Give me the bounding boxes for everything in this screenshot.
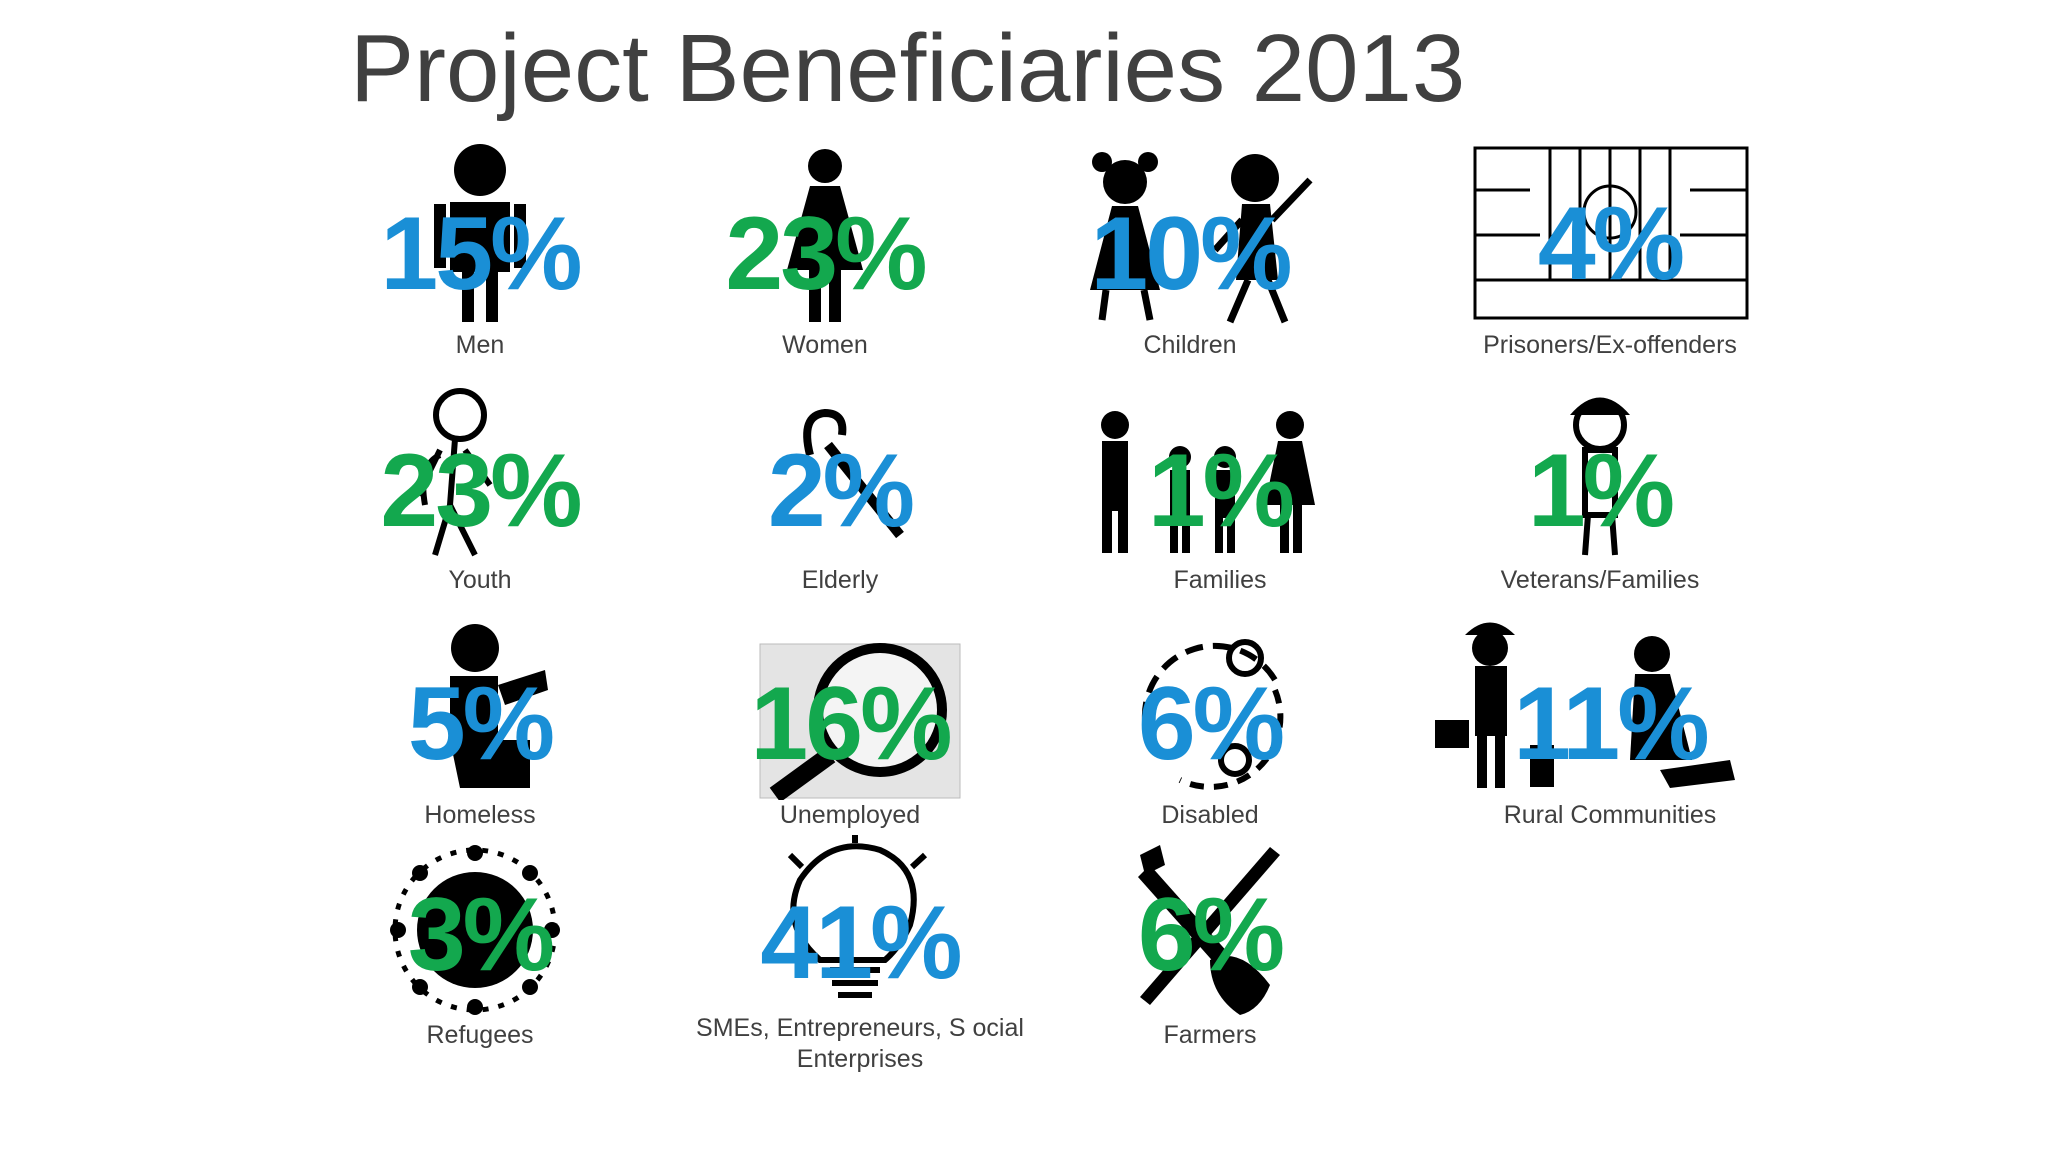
- percent-value: 23%: [380, 433, 582, 549]
- percent-value: 6%: [1137, 877, 1285, 993]
- tile-men: 15% Men: [300, 140, 660, 365]
- percent-value: 11%: [1513, 666, 1709, 782]
- category-label: Unemployed: [779, 801, 921, 829]
- shovel-icon: [1138, 845, 1280, 1015]
- percent-value: 2%: [767, 433, 915, 549]
- percent-value: 41%: [760, 885, 962, 1001]
- children-icon: [1090, 152, 1313, 324]
- percent-value: 15%: [380, 196, 582, 312]
- rural-icon: [1435, 622, 1735, 788]
- percent-value: 4%: [1537, 186, 1685, 302]
- category-label: Prisoners/Ex-offenders: [1483, 331, 1737, 359]
- tile-prisoners: 4% Prisoners/Ex-offenders: [1430, 140, 1790, 365]
- category-label: Men: [455, 331, 505, 359]
- tile-farmers: 6% Farmers: [1030, 835, 1390, 1060]
- percent-value: 6%: [1137, 666, 1285, 782]
- percent-value: 10%: [1090, 196, 1292, 312]
- tile-homeless: 5% Homeless: [300, 610, 660, 835]
- magnifier-icon: [759, 643, 961, 800]
- percent-value: 3%: [407, 877, 555, 993]
- tile-children: 10% Children: [1010, 140, 1370, 365]
- family-icon: [1101, 411, 1315, 553]
- category-label: Farmers: [1163, 1021, 1257, 1049]
- category-label: Elderly: [801, 566, 879, 594]
- category-label: Women: [782, 331, 868, 359]
- tile-women: 23% Women: [645, 140, 1005, 365]
- tile-unemployed: 16% Unemployed: [670, 610, 1030, 835]
- youth-icon: [415, 388, 493, 557]
- disability-icon: [1141, 639, 1284, 790]
- percent-value: 16%: [750, 666, 952, 782]
- lightbulb-icon: [787, 835, 928, 998]
- percent-value: 5%: [407, 666, 555, 782]
- tile-families: 1% Families: [1040, 375, 1400, 600]
- man-icon: [434, 144, 526, 322]
- percent-value: 23%: [725, 196, 927, 312]
- tile-disabled: 6% Disabled: [1030, 610, 1390, 835]
- soldier-icon: [1570, 397, 1630, 556]
- tile-youth: 23% Youth: [300, 375, 660, 600]
- homeless-icon: [450, 624, 548, 788]
- tile-elderly: 2% Elderly: [660, 375, 1020, 600]
- cane-icon: [803, 408, 904, 539]
- category-label: Disabled: [1161, 801, 1259, 829]
- tile-veterans: 1% Veterans/Families: [1420, 375, 1780, 600]
- category-label: Refugees: [426, 1021, 534, 1049]
- category-label: Families: [1173, 566, 1267, 594]
- category-label: Homeless: [424, 801, 536, 829]
- woman-icon: [787, 149, 863, 322]
- category-label: Youth: [448, 566, 512, 594]
- category-label: SMEs, Entrepreneurs, S ocial Enterprises: [696, 1014, 1024, 1073]
- category-label: Rural Communities: [1503, 801, 1717, 829]
- percent-value: 1%: [1147, 433, 1295, 549]
- percent-value: 1%: [1527, 433, 1675, 549]
- category-label: Veterans/Families: [1500, 566, 1700, 594]
- tile-rural: 11% Rural Communities: [1430, 610, 1790, 835]
- globe-people-icon: [390, 845, 560, 1015]
- prison-icon: [1473, 146, 1749, 320]
- category-label: Children: [1143, 331, 1237, 359]
- page-title: Project Beneficiaries 2013: [350, 15, 1466, 122]
- tile-refugees: 3% Refugees: [300, 835, 660, 1060]
- tile-smes: 41% SMEs, Entrepreneurs, S ocial Enterpr…: [680, 835, 1040, 1073]
